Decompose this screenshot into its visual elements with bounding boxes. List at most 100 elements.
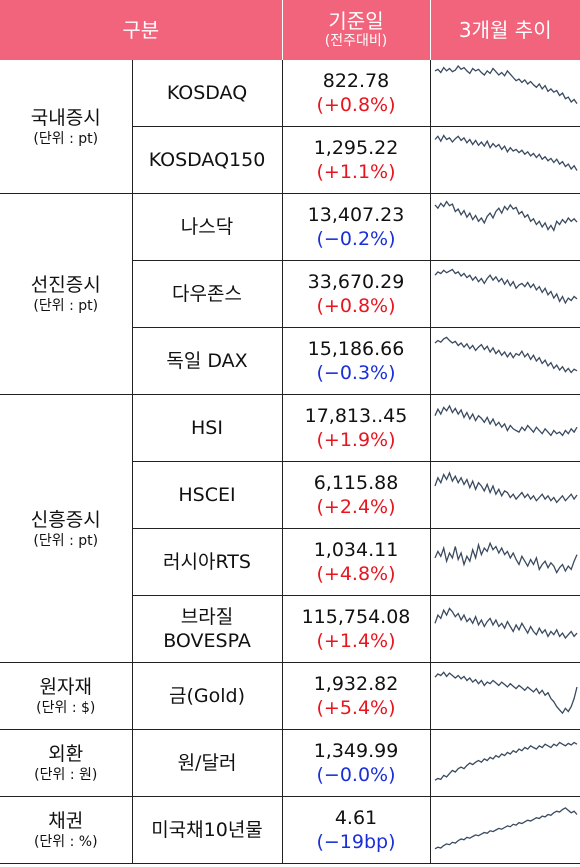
weekly-change: (+2.4%) (316, 496, 396, 518)
trend-sparkline (434, 336, 577, 374)
index-value: 822.78 (322, 70, 390, 92)
header-trend-label: 3개월 추이 (458, 18, 552, 42)
table-row: 신흥증시 (단위 : pt) HSI 17,813..45 (+1.9%) (0, 394, 580, 663)
index-name: 독일 DAX (132, 327, 283, 395)
category-cell: 원자재 (단위 : $) (0, 662, 133, 730)
trend-sparkline (434, 807, 577, 850)
table-row: 선진증시 (단위 : pt) 나스닥 13,407.23 (−0.2%) (0, 193, 580, 395)
value-cell: 1,295.22 (+1.1%) (282, 126, 431, 194)
trend-sparkline (434, 200, 577, 232)
header-category: 구분 (0, 0, 283, 60)
trend-cell (430, 260, 580, 328)
trend-cell (430, 729, 580, 797)
trend-line (434, 807, 577, 850)
trend-cell (430, 394, 580, 462)
index-value: 33,670.29 (307, 271, 405, 293)
index-name: HSCEI (132, 461, 283, 529)
index-value: 1,349.99 (313, 740, 399, 762)
category-cell: 국내증시 (단위 : pt) (0, 60, 133, 194)
value-cell: 17,813..45 (+1.9%) (282, 394, 431, 462)
category-cell: 신흥증시 (단위 : pt) (0, 394, 133, 663)
trend-sparkline (433, 404, 578, 437)
trend-line (434, 336, 577, 374)
category-unit: (단위 : pt) (33, 532, 99, 549)
value-cell: 15,186.66 (−0.3%) (282, 327, 431, 395)
value-cell: 13,407.23 (−0.2%) (282, 193, 431, 261)
weekly-change: (−0.2%) (316, 228, 396, 250)
trend-line (434, 64, 578, 104)
table-row: 외환 (단위 : 원) 원/달러 1,349.99 (−0.0%) (0, 729, 580, 797)
trend-cell (430, 528, 580, 596)
header-value-label: 기준일 (328, 9, 384, 33)
value-cell: 1,034.11 (+4.8%) (282, 528, 431, 596)
index-name: 금(Gold) (132, 662, 283, 730)
weekly-change: (+1.4%) (316, 630, 396, 652)
trend-cell (430, 662, 580, 730)
trend-line (434, 134, 578, 171)
trend-line (433, 607, 577, 640)
category-unit: (단위 : %) (33, 834, 98, 850)
category-unit: (단위 : 원) (34, 767, 98, 783)
trend-line (434, 268, 577, 305)
weekly-change: (+1.1%) (316, 161, 396, 183)
trend-cell (430, 193, 580, 261)
trend-cell (430, 60, 580, 127)
table-row: 채권 (단위 : %) 미국채10년물 4.61 (−19bp) (0, 796, 580, 864)
index-name: 러시아RTS (132, 528, 283, 596)
value-cell: 33,670.29 (+0.8%) (282, 260, 431, 328)
weekly-change: (−19bp) (316, 831, 396, 853)
table-row: KOSDAQ150 1,295.22 (+1.1%) (0, 126, 580, 194)
value-cell: 1,349.99 (−0.0%) (282, 729, 431, 797)
weekly-change: (+0.8%) (316, 295, 396, 317)
table-row: 국내증시 (단위 : pt) KOSDAQ 822.78 (+0.8%) (0, 60, 580, 194)
header-category-label: 구분 (122, 18, 160, 42)
header-value-sublabel: (전주대비) (324, 33, 388, 49)
table-body: 국내증시 (단위 : pt) KOSDAQ 822.78 (+0.8%) KOSDAQ15… (0, 60, 580, 864)
category-name: 선진증시 (30, 274, 101, 296)
category-unit: (단위 : $) (36, 700, 96, 716)
weekly-change: (+5.4%) (316, 697, 396, 719)
table-row: 러시아RTS 1,034.11 (+4.8%) (0, 528, 580, 596)
table-row: 원자재 (단위 : $) 금(Gold) 1,932.82 (+5.4%) (0, 662, 580, 730)
index-value: 17,813..45 (304, 405, 408, 427)
index-name: 다우존스 (132, 260, 283, 328)
index-name: HSI (132, 394, 283, 462)
index-value: 1,295.22 (313, 137, 399, 159)
header-row: 구분 기준일 (전주대비) 3개월 추이 (0, 0, 580, 60)
value-cell: 1,932.82 (+5.4%) (282, 662, 431, 730)
trend-cell (430, 327, 580, 395)
value-cell: 822.78 (+0.8%) (282, 60, 431, 127)
trend-sparkline (433, 607, 577, 640)
trend-line (433, 404, 578, 437)
weekly-change: (−0.3%) (316, 362, 396, 384)
value-cell: 115,754.08 (+1.4%) (282, 595, 431, 663)
category-unit: (단위 : pt) (33, 130, 99, 147)
table-row: HSCEI 6,115.88 (+2.4%) (0, 461, 580, 529)
trend-line (434, 671, 578, 715)
table-row: 브라질 BOVESPA 115,754.08 (+1.4%) (0, 595, 580, 663)
index-name: 원/달러 (132, 729, 283, 797)
table-row: 독일 DAX 15,186.66 (−0.3%) (0, 327, 580, 395)
category-unit: (단위 : pt) (33, 298, 99, 314)
category-cell: 채권 (단위 : %) (0, 796, 133, 864)
index-name: 나스닥 (132, 193, 283, 261)
category-name: 국내증시 (30, 106, 101, 129)
trend-cell (430, 595, 580, 663)
index-value: 15,186.66 (307, 338, 405, 360)
weekly-change: (+1.9%) (316, 429, 396, 451)
category-name: 원자재 (39, 676, 92, 698)
index-value: 115,754.08 (301, 606, 411, 628)
value-cell: 6,115.88 (+2.4%) (282, 461, 431, 529)
index-value: 6,115.88 (313, 472, 399, 494)
trend-line (433, 471, 578, 504)
trend-sparkline (434, 741, 577, 781)
table-row: 다우존스 33,670.29 (+0.8%) (0, 260, 580, 328)
trend-line (434, 741, 577, 781)
index-value: 1,932.82 (313, 673, 399, 695)
category-name: 신흥증시 (30, 508, 101, 531)
weekly-change: (+4.8%) (316, 563, 396, 585)
index-name: 미국채10년물 (132, 796, 283, 864)
value-cell: 4.61 (−19bp) (282, 796, 431, 864)
trend-sparkline (434, 671, 578, 715)
